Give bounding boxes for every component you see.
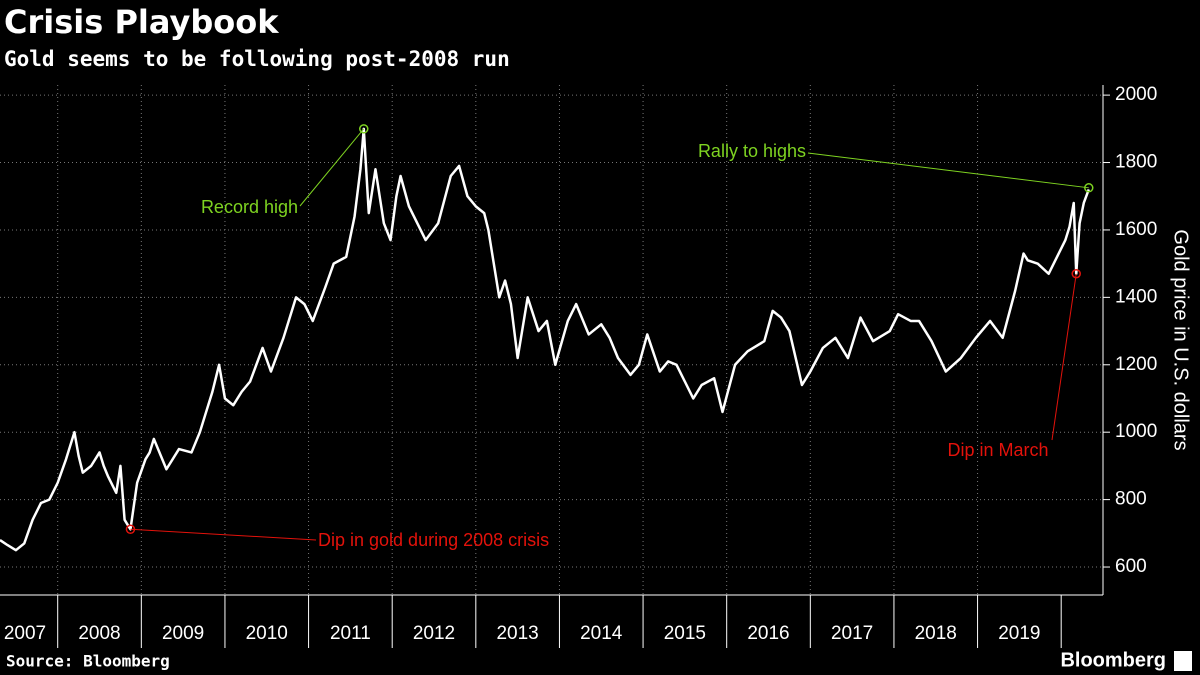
x-tick-label: 2007 xyxy=(4,623,46,644)
chart-title: Crisis Playbook xyxy=(4,3,279,41)
x-tick-label: 2013 xyxy=(496,623,538,644)
annotation-marker xyxy=(1071,269,1081,279)
annotation-marker xyxy=(125,524,136,535)
brand: Bloomberg xyxy=(1060,649,1166,671)
x-tick-label: 2016 xyxy=(747,623,789,644)
x-tick-label: 2011 xyxy=(330,623,371,644)
x-tick-label: 2010 xyxy=(246,623,288,644)
y-tick-label: 1200 xyxy=(1115,354,1157,375)
y-tick-label: 1600 xyxy=(1115,219,1157,240)
y-tick-label: 600 xyxy=(1115,556,1147,577)
annotation-label: Dip in March xyxy=(947,440,1048,460)
x-tick-label: 2018 xyxy=(915,623,957,644)
annotation-leader xyxy=(1051,273,1077,441)
annotation-marker xyxy=(1084,183,1094,193)
y-axis-label: Gold price in U.S. dollars xyxy=(1170,229,1192,450)
annotation-leader xyxy=(130,528,317,541)
brand-icon xyxy=(1174,651,1192,671)
x-tick-label: 2014 xyxy=(580,623,623,644)
annotation-marker xyxy=(359,124,369,134)
x-tick-label: 2012 xyxy=(413,623,455,644)
chart-subtitle: Gold seems to be following post-2008 run xyxy=(4,47,510,71)
annotation-label: Dip in gold during 2008 crisis xyxy=(318,530,549,550)
y-tick-label: 1800 xyxy=(1115,152,1157,173)
source: Source: Bloomberg xyxy=(6,652,170,671)
annotation-label: Rally to highs xyxy=(698,141,806,161)
y-tick-label: 1000 xyxy=(1115,421,1157,442)
x-tick-label: 2019 xyxy=(998,623,1040,644)
price-line xyxy=(0,127,1090,552)
y-tick-label: 2000 xyxy=(1115,84,1157,105)
x-tick-label: 2008 xyxy=(78,623,120,644)
y-tick-label: 1400 xyxy=(1115,286,1157,307)
y-tick-label: 800 xyxy=(1115,489,1147,510)
x-tick-label: 2009 xyxy=(162,623,204,644)
x-tick-label: 2015 xyxy=(664,623,706,644)
x-tick-label: 2017 xyxy=(831,623,873,644)
annotation-leader xyxy=(299,128,365,207)
annotation-label: Record high xyxy=(201,197,298,217)
annotation-leader xyxy=(807,152,1089,189)
